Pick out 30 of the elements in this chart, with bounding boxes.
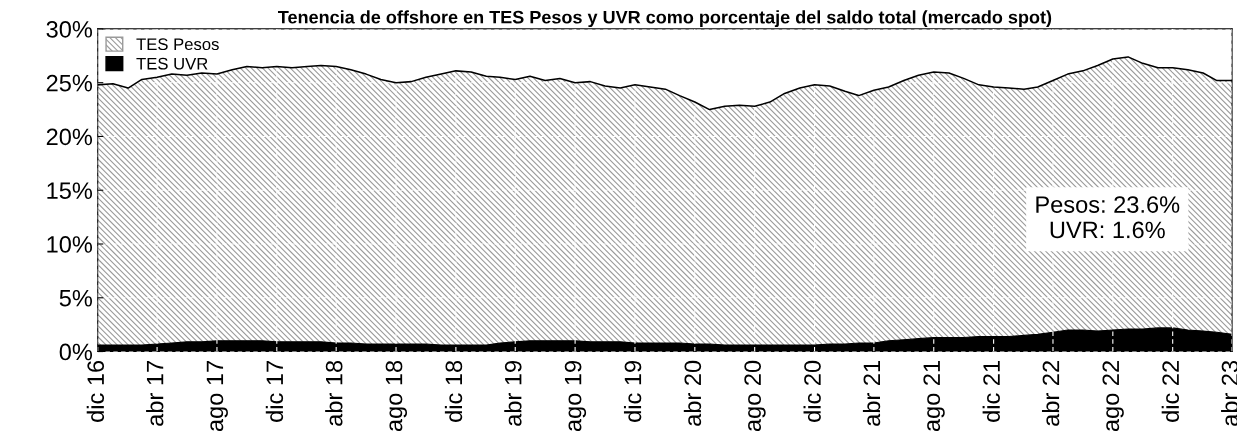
x-tick-label: abr 19 xyxy=(504,361,522,426)
x-tick-label: dic 18 xyxy=(444,360,463,422)
y-tick-label: 0% xyxy=(59,343,93,361)
x-tick-label: ago 19 xyxy=(564,361,587,432)
y-tick-label: 20% xyxy=(46,128,93,146)
y-tick-label: 5% xyxy=(59,289,93,307)
x-tick-label: ago 21 xyxy=(923,361,945,432)
legend-label: TES Pesos xyxy=(136,38,219,51)
x-tick-label: dic 22 xyxy=(1161,361,1180,422)
x-tick-label: abr 18 xyxy=(325,360,343,426)
y-tick-label: 10% xyxy=(47,236,93,253)
x-tick-label: dic 19 xyxy=(623,361,642,422)
x-tick-label: abr 20 xyxy=(683,360,702,426)
x-tick-label: dic 16 xyxy=(86,360,105,422)
x-tick-label: abr 21 xyxy=(862,361,881,426)
x-tick-label: ago 17 xyxy=(206,361,228,432)
legend-label: TES UVR xyxy=(136,57,208,70)
annotation: Pesos: 23.6% UVR: 1.6% xyxy=(1036,196,1180,239)
chart-title: Tenencia de offshore en TES Pesos y UVR como porcentaje del saldo total (mercado spot) xyxy=(278,10,1052,28)
x-tick-label: ago 18 xyxy=(385,360,408,432)
x-tick-label: dic 20 xyxy=(803,360,821,422)
x-tick-label: dic 17 xyxy=(265,361,284,422)
y-tick-label: 15% xyxy=(47,182,93,200)
x-tick-label: dic 21 xyxy=(982,361,1000,422)
x-tick-label: abr 17 xyxy=(146,361,164,426)
x-tick-label: abr 22 xyxy=(1041,361,1060,426)
y-tick-label: 30% xyxy=(46,20,93,38)
y-tick-label: 25% xyxy=(46,74,93,92)
x-tick-label: ago 20 xyxy=(744,360,766,432)
x-tick-label: ago 22 xyxy=(1102,361,1124,432)
